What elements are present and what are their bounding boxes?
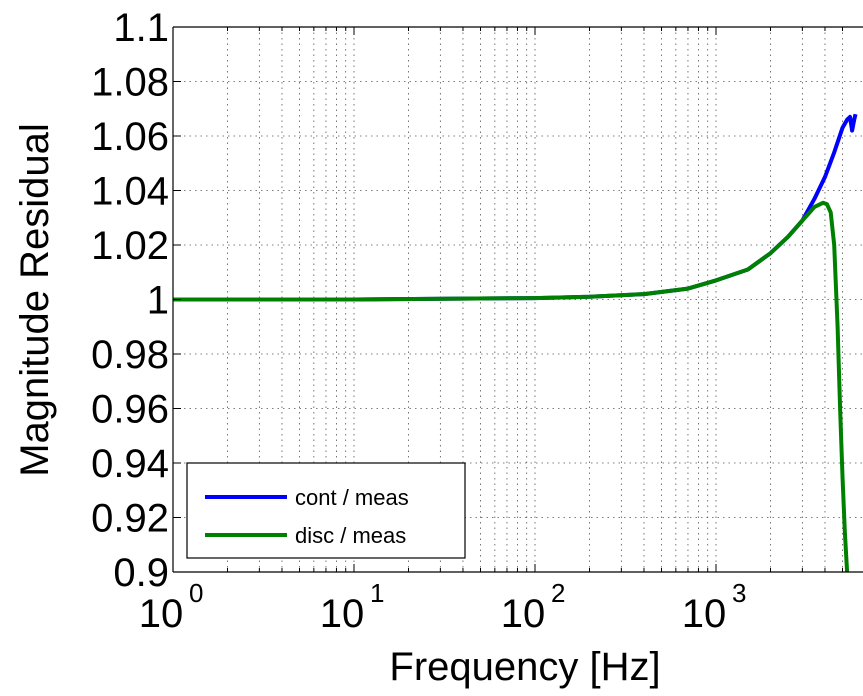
y-tick-label: 0.9: [113, 551, 169, 595]
x-tick-label-base: 10: [682, 592, 727, 636]
x-tick-label-base: 10: [320, 592, 365, 636]
x-tick-label-exponent: 2: [551, 578, 565, 608]
series-line-disc: [173, 200, 850, 573]
y-tick-label: 1: [147, 279, 169, 323]
x-axis-label: Frequency [Hz]: [389, 645, 660, 689]
x-tick-labels: 10 0 10 1 10 2 10 3: [139, 578, 747, 636]
x-tick-label-exponent: 0: [189, 578, 203, 608]
x-tick-label: 10 1: [320, 578, 385, 636]
legend: cont / meas disc / meas: [186, 462, 466, 559]
x-tick-label: 10 0: [139, 578, 204, 636]
x-tick-label: 10 3: [682, 578, 747, 636]
x-tick-label-base: 10: [139, 592, 184, 636]
y-tick-label: 1.04: [91, 170, 169, 214]
y-tick-labels: 0.9 0.92 0.94 0.96 0.98 1 1.02 1.04 1.06 1.08 1.1: [91, 6, 169, 595]
y-tick-label: 0.94: [91, 442, 169, 486]
series-group: [173, 113, 858, 573]
x-tick-label: 10 2: [501, 578, 566, 636]
x-tick-label-exponent: 1: [370, 578, 384, 608]
x-tick-label-exponent: 3: [732, 578, 746, 608]
x-tick-label-base: 10: [501, 592, 546, 636]
y-axis-label: Magnitude Residual: [13, 123, 57, 477]
y-tick-label: 0.96: [91, 388, 169, 432]
legend-box: [186, 462, 466, 559]
y-tick-label: 1.1: [113, 6, 169, 50]
y-tick-label: 1.02: [91, 224, 169, 268]
legend-label-cont: cont / meas: [295, 485, 409, 510]
y-tick-label: 0.98: [91, 333, 169, 377]
y-tick-label: 1.08: [91, 61, 169, 105]
ticks: [173, 26, 844, 573]
y-tick-label: 0.92: [91, 497, 169, 541]
y-tick-label: 1.06: [91, 115, 169, 159]
legend-label-disc: disc / meas: [295, 523, 406, 548]
